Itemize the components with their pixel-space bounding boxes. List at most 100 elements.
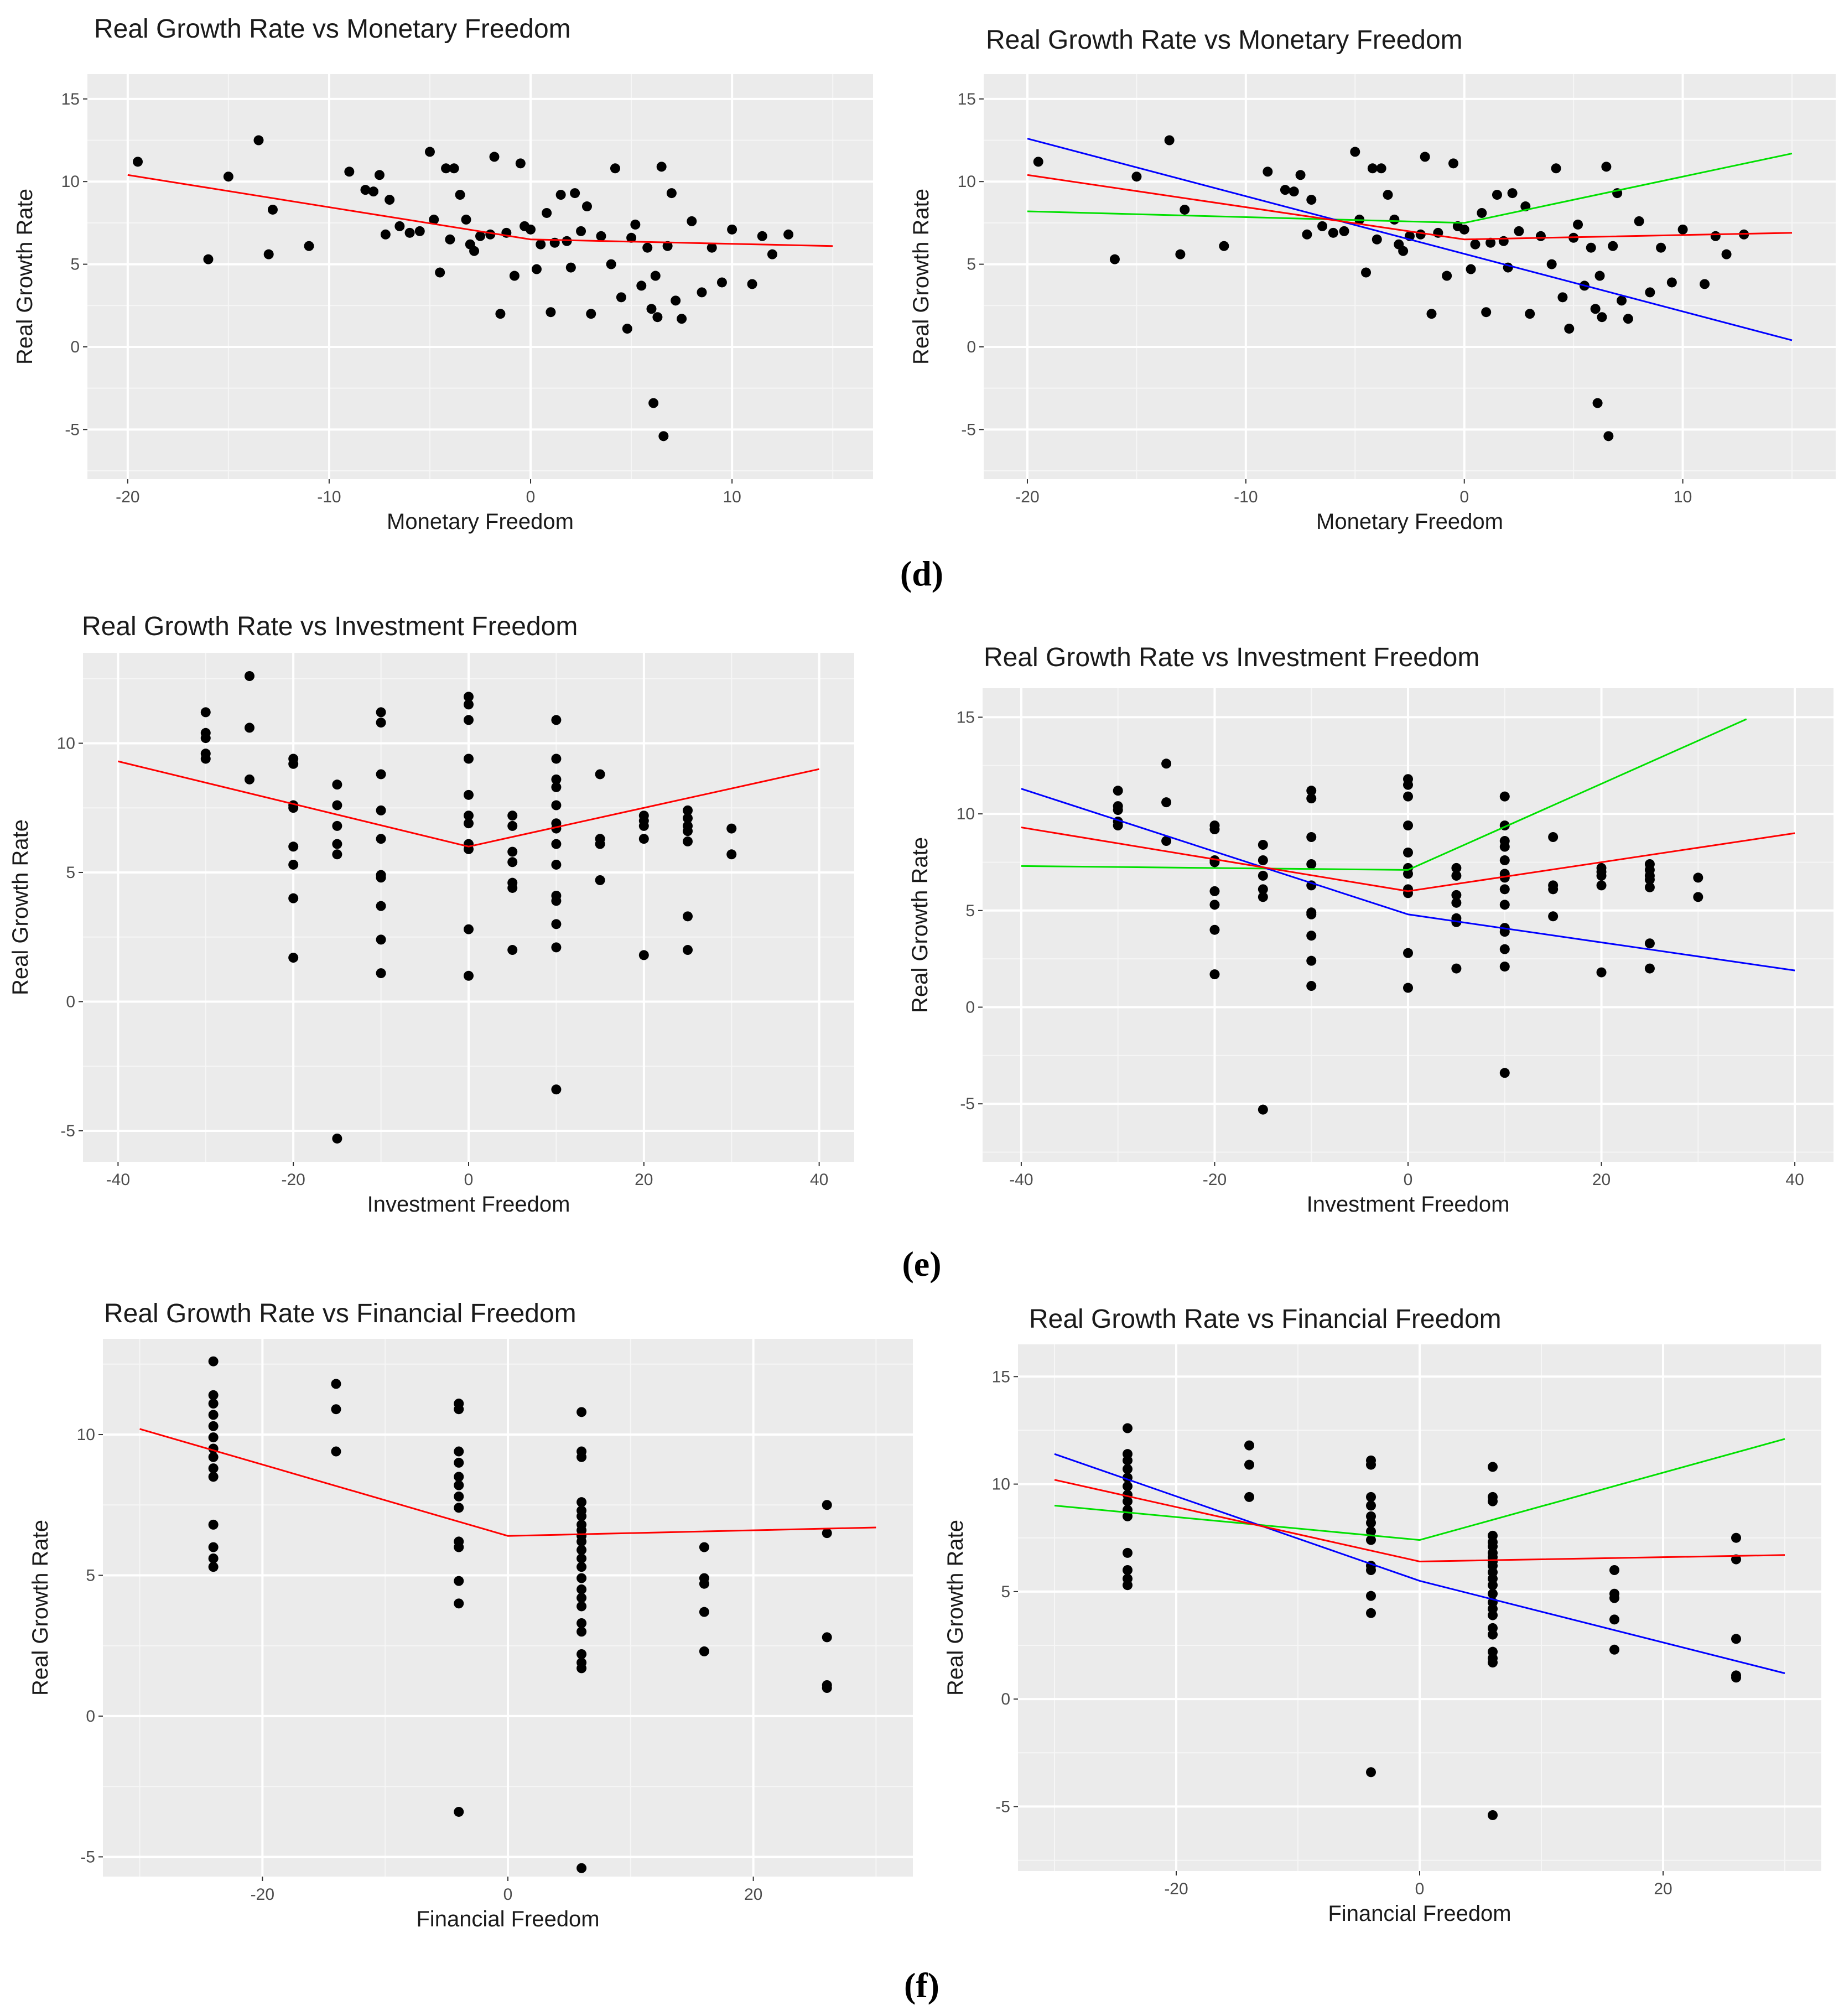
data-point xyxy=(1175,249,1186,259)
y-tick-label: 10 xyxy=(958,173,976,191)
y-tick-label: 0 xyxy=(86,1707,95,1726)
y-tick-label: 5 xyxy=(70,256,80,274)
data-point xyxy=(332,820,342,831)
data-point xyxy=(380,229,391,240)
y-tick-label: 15 xyxy=(958,90,976,108)
plot-panel xyxy=(984,74,1836,479)
data-point xyxy=(1383,190,1393,200)
data-point xyxy=(331,1446,341,1457)
data-point xyxy=(1499,944,1510,954)
data-point xyxy=(650,271,661,281)
x-tick-label: -10 xyxy=(1234,488,1258,506)
series-line-blue-fit xyxy=(1021,788,1795,971)
x-tick-label: -20 xyxy=(1015,488,1039,506)
y-tick-label: 10 xyxy=(77,1426,95,1444)
data-point xyxy=(1488,1462,1498,1472)
data-point xyxy=(331,1404,341,1415)
data-point xyxy=(1426,309,1437,319)
data-point xyxy=(1617,295,1627,306)
series-line-red-fit xyxy=(127,174,833,247)
data-point xyxy=(1564,324,1575,334)
data-point xyxy=(1644,882,1655,892)
y-tick-label: -5 xyxy=(961,420,976,439)
data-point xyxy=(1280,185,1290,195)
data-point xyxy=(1306,832,1317,843)
series-line-red-fit xyxy=(1054,1479,1785,1562)
data-point xyxy=(542,207,552,218)
chart-title: Real Growth Rate vs Monetary Freedom xyxy=(986,25,1463,55)
data-point xyxy=(699,1646,709,1656)
data-point xyxy=(1164,135,1175,146)
data-point xyxy=(1470,239,1481,250)
x-axis-label: Monetary Freedom xyxy=(387,510,574,534)
data-point xyxy=(1398,246,1409,256)
data-point xyxy=(822,1632,832,1643)
data-point xyxy=(424,147,435,157)
data-point xyxy=(1366,1565,1376,1575)
data-point xyxy=(1644,963,1655,974)
chart-title: Real Growth Rate vs Investment Freedom xyxy=(82,612,578,641)
data-point xyxy=(1209,886,1220,896)
data-point xyxy=(1573,219,1583,230)
data-point xyxy=(1161,758,1172,769)
x-tick-label: 10 xyxy=(723,488,741,506)
data-point xyxy=(208,1410,219,1420)
data-point xyxy=(638,820,649,831)
data-point xyxy=(707,242,717,253)
x-tick-label: 0 xyxy=(526,488,536,506)
data-point xyxy=(1350,147,1360,157)
data-point xyxy=(454,1480,464,1490)
data-point xyxy=(595,839,605,849)
data-point xyxy=(133,157,143,167)
data-point xyxy=(435,267,445,278)
data-point xyxy=(551,859,562,870)
data-point xyxy=(1710,231,1721,241)
data-point xyxy=(1123,1464,1133,1474)
x-axis-label: Financial Freedom xyxy=(1328,1901,1511,1926)
x-tick-label: 20 xyxy=(1654,1880,1672,1898)
series-line-green-fit xyxy=(1027,152,1793,224)
data-point xyxy=(1499,884,1510,895)
data-point xyxy=(485,229,496,240)
x-tick-label: -10 xyxy=(317,488,341,506)
y-tick-label: 0 xyxy=(967,338,976,356)
data-point xyxy=(1656,242,1666,253)
data-point xyxy=(1451,897,1462,908)
data-point xyxy=(1366,1518,1376,1528)
data-point xyxy=(344,167,355,177)
data-point xyxy=(464,970,474,981)
data-point xyxy=(454,1491,464,1501)
data-point xyxy=(1488,1496,1498,1506)
data-point xyxy=(1596,967,1607,978)
caption-f: (f) xyxy=(904,1966,939,2005)
data-point xyxy=(1592,398,1603,408)
data-point xyxy=(526,224,536,235)
data-point xyxy=(576,1593,587,1603)
data-point xyxy=(376,968,386,979)
data-point xyxy=(1258,1104,1268,1115)
data-point xyxy=(495,309,506,319)
x-tick-label: 0 xyxy=(464,1171,474,1189)
data-point xyxy=(1609,1565,1619,1575)
data-point xyxy=(1442,271,1452,281)
data-point xyxy=(454,1503,464,1513)
data-point xyxy=(1596,870,1607,881)
data-point xyxy=(332,839,342,849)
data-point xyxy=(1721,249,1732,259)
data-point xyxy=(1209,824,1220,835)
data-point xyxy=(642,242,653,253)
data-point xyxy=(1131,172,1142,182)
data-point xyxy=(414,226,425,236)
y-tick-label: 0 xyxy=(70,338,80,356)
y-tick-label: 5 xyxy=(86,1566,95,1584)
y-tick-label: 10 xyxy=(57,734,75,752)
data-point xyxy=(1403,847,1413,858)
data-point xyxy=(595,875,605,885)
x-axis-label: Financial Freedom xyxy=(416,1907,599,1931)
data-point xyxy=(464,699,474,710)
data-point xyxy=(445,234,455,245)
data-point xyxy=(596,231,606,241)
data-point xyxy=(376,834,386,844)
data-point xyxy=(200,754,211,764)
data-point xyxy=(699,1578,709,1589)
